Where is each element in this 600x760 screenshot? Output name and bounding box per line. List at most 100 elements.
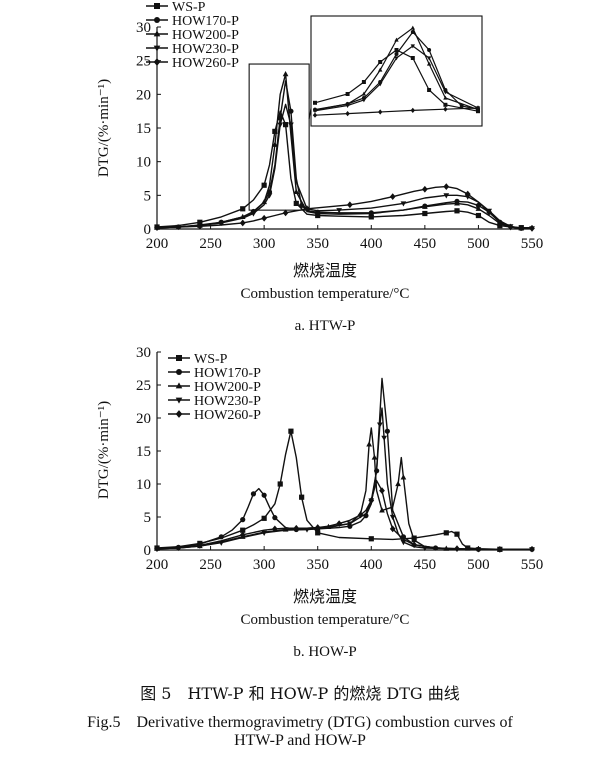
legend-label-b-0: WS-P [194,352,228,367]
series-b-how230-p-point-19 [400,540,407,546]
series-a-how200-p-point-12 [293,188,300,195]
series-a-how230-p-point-3 [218,220,225,227]
y-tick-label-a-0: 0 [144,222,152,238]
series-b-ws-p-point-16 [368,536,374,542]
chart-htw-p: DTG/(%·min⁻¹) 燃烧温度 Combustion temperatur… [96,0,544,334]
series-b-how230-p-point-17 [389,514,396,521]
series-b-how200-p-point-22 [411,536,418,543]
series-a-ws-p-point-22 [475,212,482,219]
series-b-ws-p-point-20 [443,530,449,536]
series-b-how260-p-point-0 [154,545,160,553]
legend-label-b-3: HOW230-P [194,394,261,409]
series-a-ws-p-point-8 [272,128,278,134]
inset-series-a-how200-p-point-5 [410,25,415,30]
series-a-how260-p [154,183,535,232]
series-a-how230-p-point-7 [266,193,273,199]
series-a-how260-p-point-16 [421,185,428,193]
legend-label-b-2: HOW200-P [194,380,261,395]
inset-series-a-ws-p-point-5 [410,56,415,60]
x-tick-label-b-500: 500 [467,557,490,573]
series-b-how200-p-line [156,427,532,550]
y-tick-label-b-15: 15 [136,444,151,460]
series-b-ws-p-point-22 [454,531,460,537]
series-b-how260-p-line [156,480,532,550]
inset-series-a-how230-p-point-5 [410,44,415,49]
series-a-how230-p-point-5 [250,211,257,217]
series-a-how200-p-point-18 [421,203,428,209]
x-axis-label-en-b: Combustion temperature/°C [241,612,410,628]
x-tick-label-a-550: 550 [521,236,544,252]
series-b-how200-p-point-14 [371,454,378,460]
y-tick-label-a-30: 30 [136,20,151,36]
x-tick-label-a-400: 400 [360,236,383,252]
y-tick-label-b-30: 30 [136,345,151,361]
series-a-how260-p-point-4 [239,219,246,227]
figure-caption-en-line2: HTW-P and HOW-P [234,732,366,749]
x-tick-label-a-500: 500 [467,236,490,252]
series-b-how230-p-point-9 [346,521,353,527]
series-b-how170-p-point-5 [240,517,246,523]
series-a-how230-p-point-17 [400,201,407,207]
x-tick-label-b-350: 350 [306,557,329,573]
series-b-ws-p-point-4 [240,527,246,533]
y-tick-label-a-15: 15 [136,121,151,137]
series-b-ws-p-point-12 [299,494,305,500]
inset-series-a-ws-p-point-7 [443,102,448,107]
inset-series-a-how170-p-line [314,31,479,111]
series-b-ws-p-point-6 [261,515,267,521]
x-tick-label-b-400: 400 [360,557,383,573]
y-tick-label-a-5: 5 [144,188,152,204]
figure-caption-en-line1: Fig.5 Derivative thermogravimetry (DTG) … [87,714,513,731]
series-a-how200-p-line [156,73,532,229]
subfigure-label-b: b. HOW-P [293,644,356,660]
series-b-how260-p-point-18 [379,487,385,494]
inset-series-a-how260-p-point-1 [345,111,350,117]
series-b-how170-p-point-3 [218,534,224,540]
series-b-how260-p-point-20 [389,525,396,533]
legend-label-a-4: HOW260-P [172,56,239,71]
series-a-ws-p-point-12 [293,200,299,207]
x-tick-label-b-550: 550 [521,557,544,573]
series-a-ws-p-point-10 [282,122,289,128]
series-a-how260-p-point-26 [529,224,535,232]
inset-series-a-how260-p-line [314,107,479,116]
series-a-how200-p [154,71,532,231]
series-a-ws-p-point-18 [422,210,428,217]
x-axis-label-cn-a: 燃烧温度 [293,261,357,280]
x-tick-label-a-200: 200 [146,236,169,252]
series-a-ws-p-point-4 [240,206,246,212]
series-b-ws-p-point-24 [465,545,471,551]
legend-marker-b-4 [175,410,183,418]
series-b-how260-p-point-6 [271,525,278,533]
series-a-ws-p-point-6 [261,182,267,188]
inset-series-a-ws-p [313,48,480,114]
series-b-how260-p-point-22 [411,541,418,549]
inset-series-a-how260-p [312,105,481,118]
series-a-how200-p-point-8 [271,141,278,147]
inset-series-a-how200-p-point-6 [426,61,432,66]
legend-marker-a-3 [153,45,161,52]
inset-series-a-how200-p-point-4 [394,37,399,42]
series-a-how260-p-point-6 [261,214,268,222]
series-b-how170-p-point-7 [250,491,257,497]
series-b-how170-p-point-23 [384,428,390,434]
inset-series-a-how170-p-point-6 [427,48,432,52]
series-a-how260-p-point-12 [346,201,353,209]
legend-label-b-1: HOW170-P [194,366,261,381]
inset-series-a-ws-p-point-4 [394,48,399,52]
series-b-how230-p-point-5 [261,530,268,536]
x-axis-label-cn-b: 燃烧温度 [293,587,357,606]
y-tick-label-a-25: 25 [136,54,151,70]
series-a-ws-p-point-2 [197,219,203,225]
x-tick-label-a-350: 350 [306,236,329,252]
y-tick-label-a-10: 10 [136,155,151,171]
inset-series-a-how200-p-point-3 [378,67,383,72]
series-b-ws-p-line [156,430,532,550]
legend-marker-b-2 [175,382,183,389]
series-b-how200-p-point-16 [379,507,385,513]
series-a-how200-p-point-22 [475,205,482,211]
inset-series-a-how230-p-point-0 [312,109,318,114]
legend-label-b-4: HOW260-P [194,408,261,423]
x-tick-label-b-300: 300 [253,557,276,573]
x-tick-label-b-450: 450 [414,557,437,573]
